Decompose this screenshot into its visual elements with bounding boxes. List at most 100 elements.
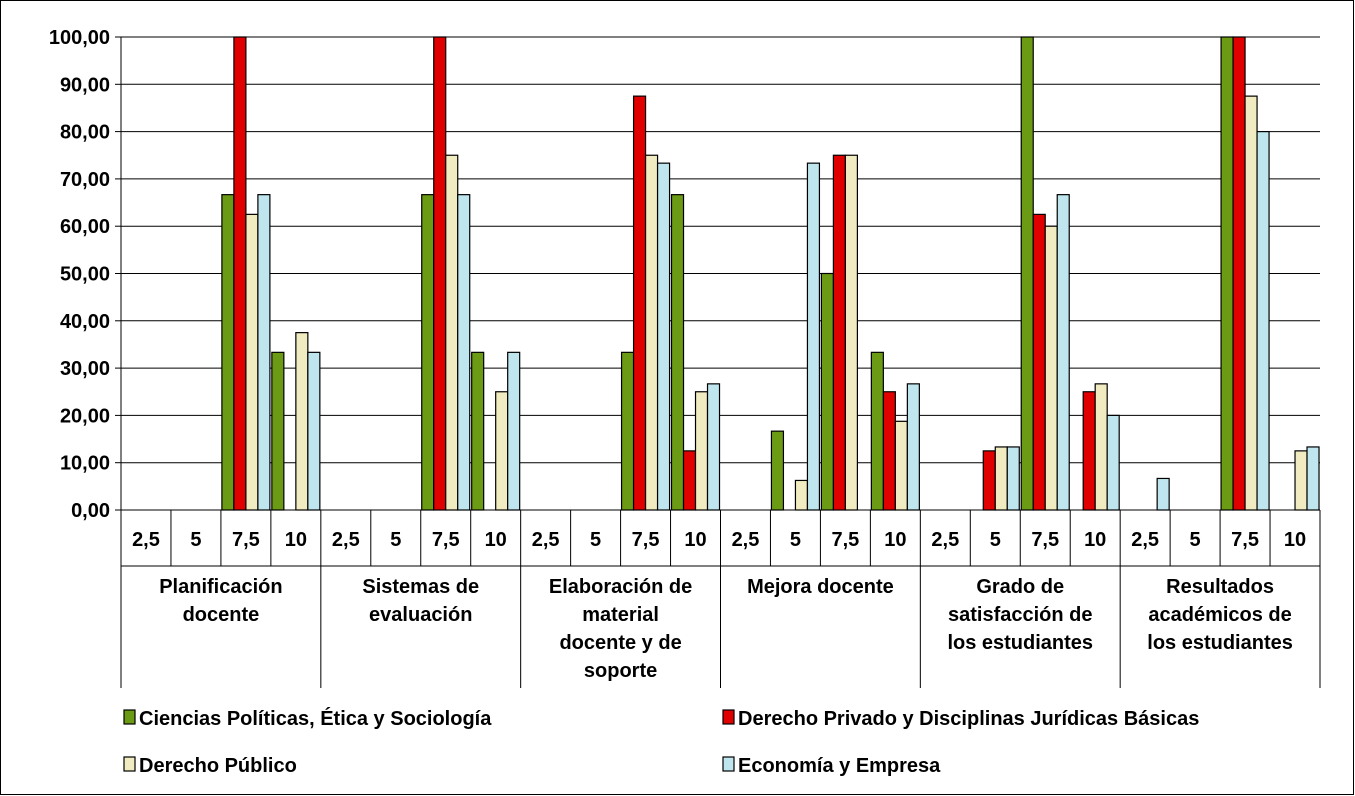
bar <box>882 391 896 511</box>
x-tick-label: 10 <box>684 529 706 551</box>
bar <box>682 450 697 511</box>
legend-label: Economía y Empresa <box>738 755 941 777</box>
bar <box>271 351 285 511</box>
bar <box>1032 213 1046 511</box>
x-tick-label: 7,5 <box>831 529 859 551</box>
bar <box>471 351 485 511</box>
bar <box>1094 383 1108 511</box>
x-tick-label: 5 <box>590 529 601 551</box>
group-label: soporte <box>584 660 657 682</box>
x-tick-label: 5 <box>790 529 801 551</box>
group-label: evaluación <box>369 604 472 626</box>
bar <box>906 383 920 511</box>
x-tick-label: 2,5 <box>732 529 760 551</box>
legend-swatch <box>123 756 136 772</box>
legend-label: Derecho Privado y Disciplinas Jurídicas … <box>738 708 1199 730</box>
bar <box>670 194 685 511</box>
x-tick-label: 7,5 <box>432 529 460 551</box>
x-tick-label: 10 <box>1084 529 1106 551</box>
x-tick-label: 7,5 <box>1031 529 1059 551</box>
bar <box>1294 450 1308 511</box>
bar <box>694 391 709 511</box>
bar <box>832 154 846 511</box>
group-label: material <box>582 604 659 626</box>
x-tick-label: 10 <box>1284 529 1306 551</box>
bar <box>1244 95 1258 511</box>
y-tick-label: 20,00 <box>60 405 110 427</box>
legend-swatch <box>123 709 136 725</box>
x-tick-label: 10 <box>285 529 307 551</box>
bar <box>1256 131 1270 511</box>
bar <box>1044 225 1058 511</box>
group-label: Sistemas de <box>362 576 479 598</box>
bar <box>495 391 509 511</box>
group-label: los estudiantes <box>1147 632 1293 654</box>
y-tick-label: 0,00 <box>71 500 110 522</box>
group-label: Mejora docente <box>747 576 894 598</box>
y-tick-label: 40,00 <box>60 311 110 333</box>
bar <box>894 420 908 511</box>
bar <box>257 194 271 511</box>
group-label: los estudiantes <box>947 632 1093 654</box>
group-label: satisfacción de <box>948 604 1093 626</box>
x-tick-label: 2,5 <box>532 529 560 551</box>
x-tick-label: 5 <box>990 529 1001 551</box>
x-tick-label: 5 <box>390 529 401 551</box>
bar <box>1306 446 1320 511</box>
bar <box>1020 36 1034 511</box>
x-tick-label: 2,5 <box>132 529 160 551</box>
x-tick-label: 5 <box>190 529 201 551</box>
bar <box>1232 36 1246 511</box>
bar <box>770 430 785 511</box>
y-tick-label: 80,00 <box>60 122 110 144</box>
y-tick-label: 90,00 <box>60 74 110 96</box>
bar <box>507 351 521 511</box>
bar <box>644 154 659 511</box>
bar <box>245 213 259 511</box>
x-tick-label: 10 <box>485 529 507 551</box>
bar <box>457 194 471 511</box>
bar <box>806 162 821 511</box>
bar <box>870 351 884 511</box>
x-tick-label: 7,5 <box>232 529 260 551</box>
group-label: Elaboración de <box>549 576 692 598</box>
legend-swatch <box>722 756 735 772</box>
bar <box>1056 194 1070 511</box>
group-label: docente y de <box>559 632 681 654</box>
x-tick-label: 7,5 <box>1231 529 1259 551</box>
bar <box>307 351 321 511</box>
bar <box>1006 446 1020 511</box>
bar <box>445 154 459 511</box>
group-label: docente <box>183 604 260 626</box>
bar <box>632 95 647 511</box>
bar <box>982 450 996 511</box>
bar <box>1220 36 1234 511</box>
y-tick-label: 10,00 <box>60 453 110 475</box>
bar <box>221 194 235 511</box>
bar <box>1106 414 1120 511</box>
legend-label: Ciencias Políticas, Ética y Sociología <box>139 707 492 730</box>
bar <box>706 383 721 511</box>
x-tick-label: 10 <box>884 529 906 551</box>
group-label: académicos de <box>1148 604 1291 626</box>
x-tick-label: 7,5 <box>632 529 660 551</box>
bar <box>794 479 809 511</box>
y-tick-label: 100,00 <box>49 27 110 49</box>
bar <box>656 162 671 511</box>
group-label: Grado de <box>976 576 1064 598</box>
bar <box>620 351 635 511</box>
y-tick-label: 60,00 <box>60 216 110 238</box>
y-tick-label: 50,00 <box>60 264 110 286</box>
bar <box>433 36 447 511</box>
bar <box>233 36 247 511</box>
group-label: Resultados <box>1166 576 1274 598</box>
bar <box>820 272 834 511</box>
bar <box>1156 477 1170 511</box>
bar <box>994 446 1008 511</box>
legend-swatch <box>722 709 735 725</box>
bar <box>1082 391 1096 511</box>
y-tick-label: 30,00 <box>60 358 110 380</box>
